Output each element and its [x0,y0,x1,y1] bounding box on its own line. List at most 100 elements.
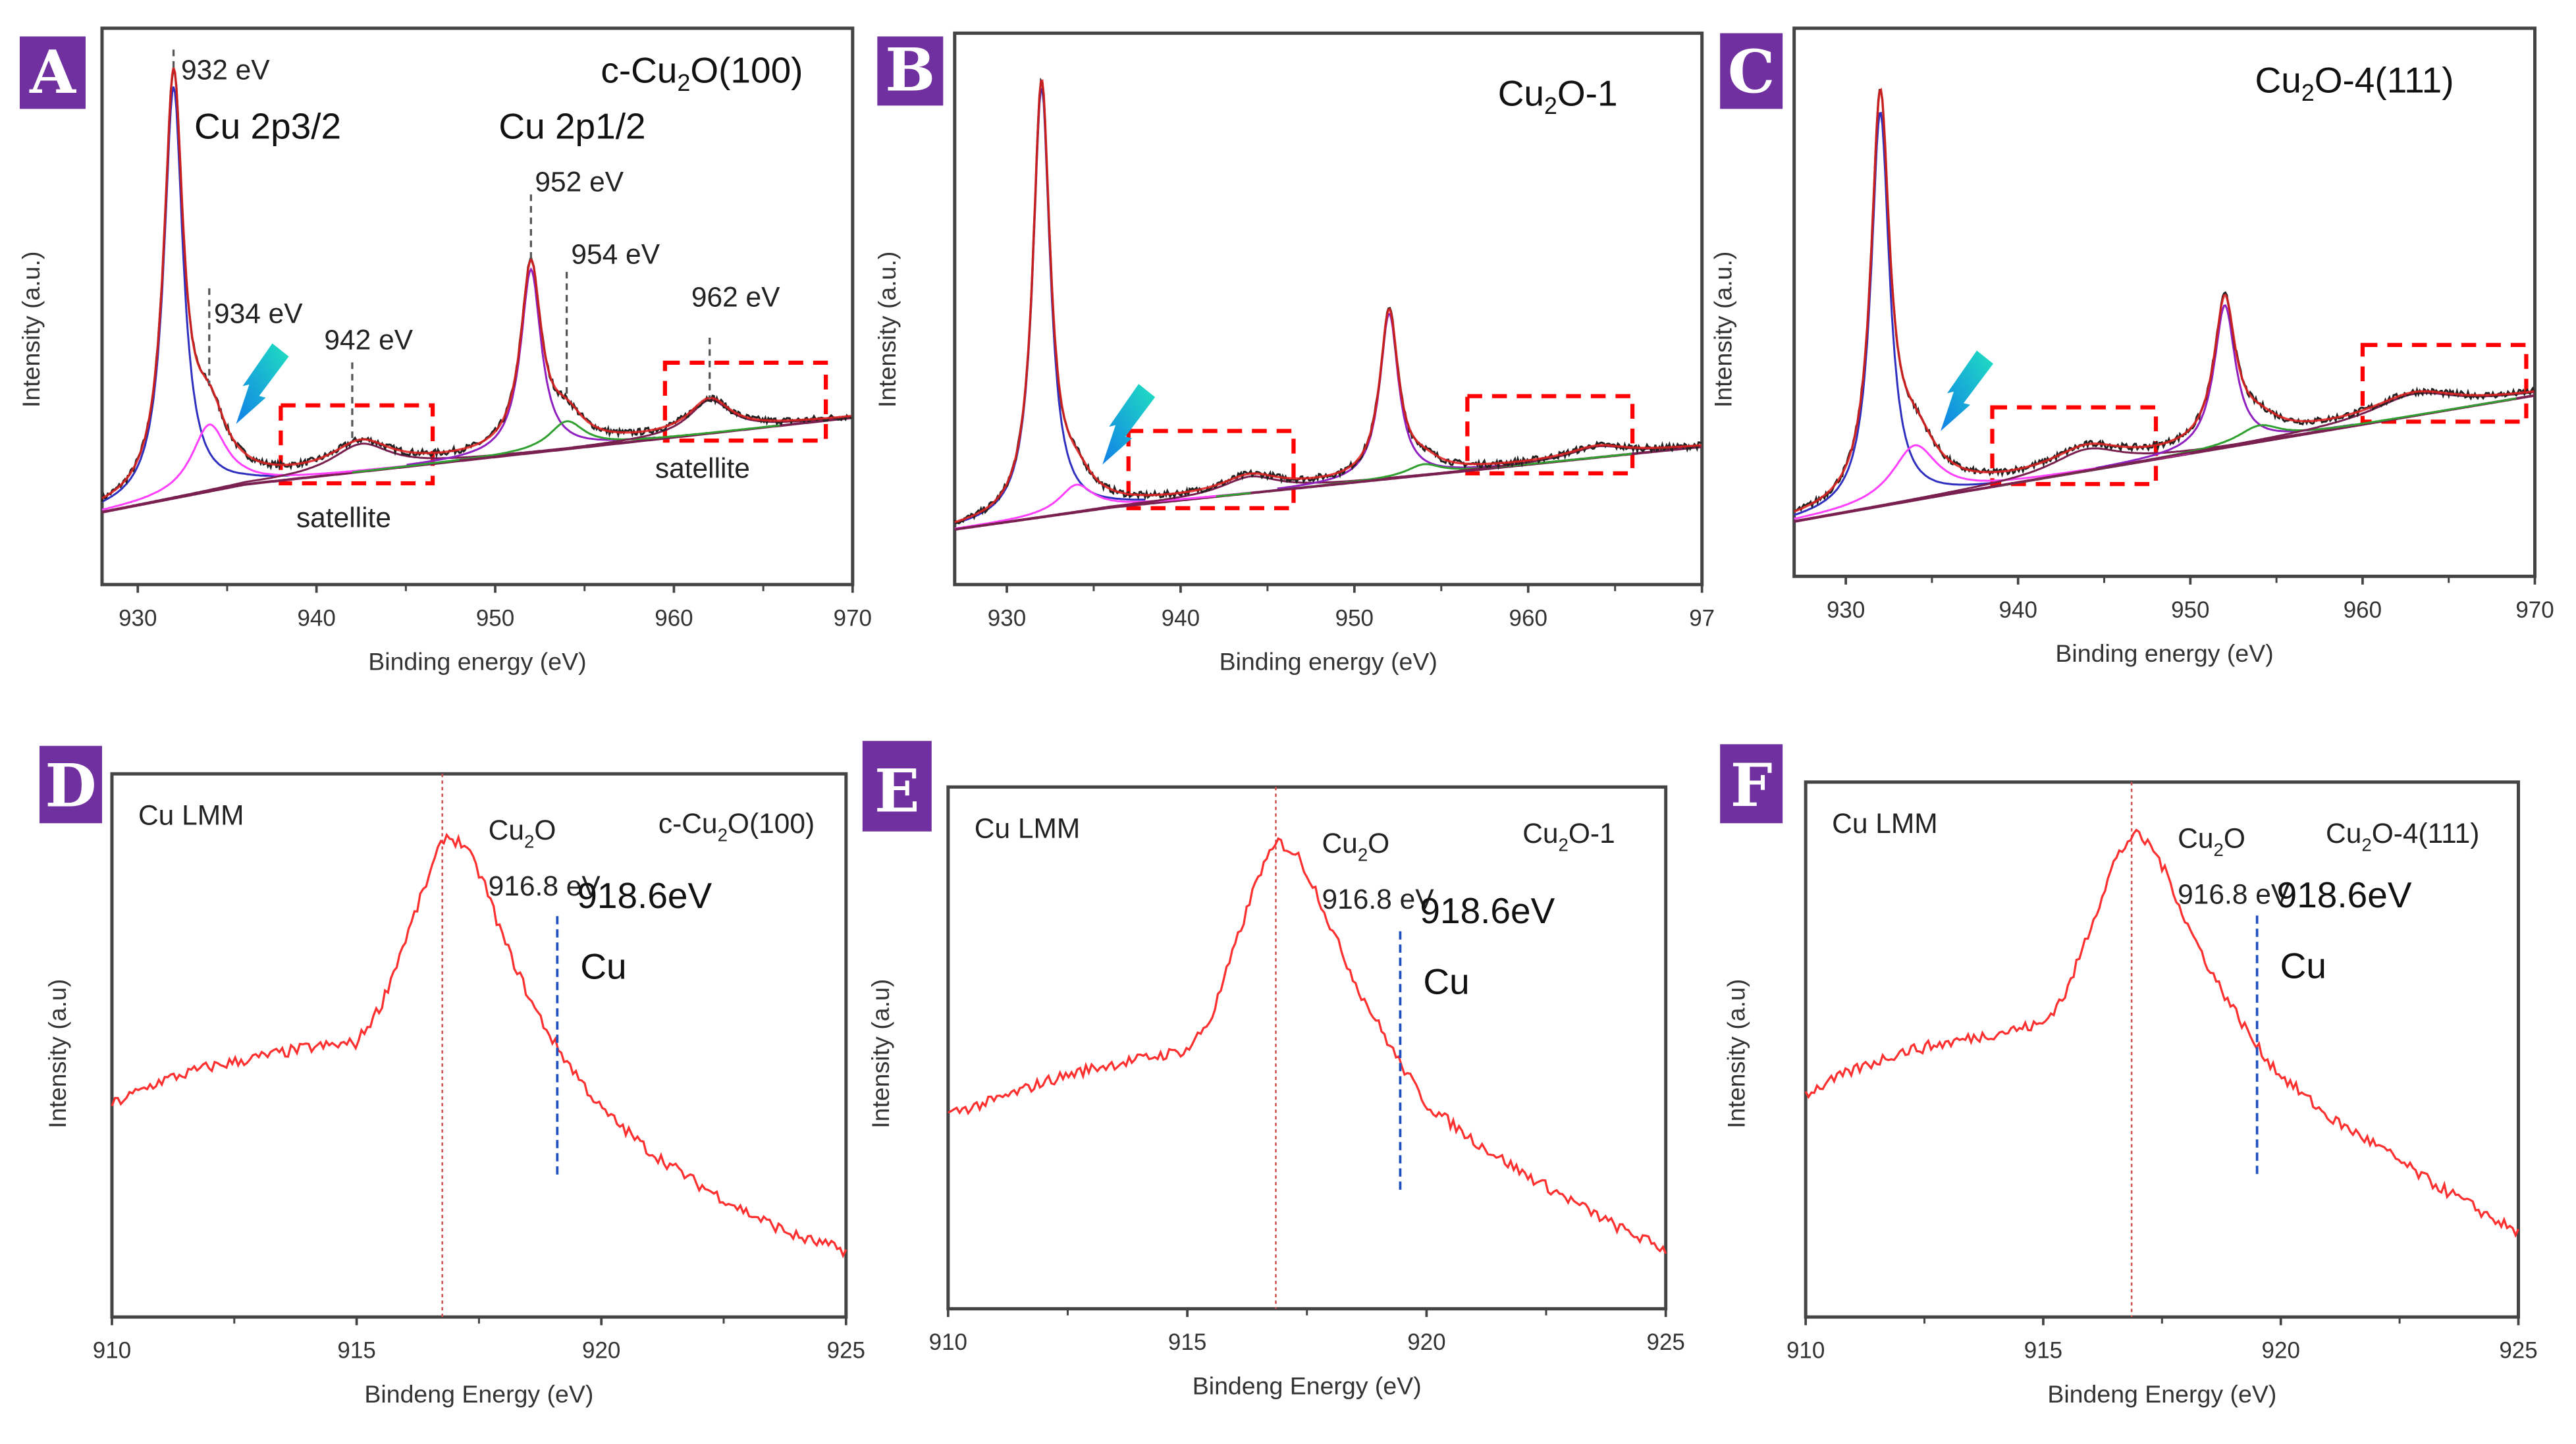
cu2o-label-part: O [2224,824,2245,855]
y-axis-label: Intensity (a.u.) [873,252,901,408]
cu2o-label-part: Cu [2178,824,2213,855]
x-tick-label: 940 [1162,605,1200,631]
sample-title-part: O-4(111) [2315,59,2454,100]
x-tick-label: 925 [827,1338,865,1364]
annotation-p32: Cu 2p3/2 [194,105,341,146]
panel-letter: E [874,757,920,826]
panel-c: C 930 940 950 960 970 Binding energy (eV) Inten… [1709,26,2554,667]
sample-title-subscript: 2 [677,70,690,96]
x-axis-label: Binding energy (eV) [2055,639,2273,667]
fit-envelope-line [954,79,1702,523]
sample-title: c-Cu2O(100) [658,809,815,845]
x-tick-label: 960 [2344,597,2382,623]
satellite-highlight-box [279,403,435,486]
cu2o-label-part: Cu [489,815,524,846]
cu2o-label-part: Cu [1322,828,1358,859]
x-tick-label: 97 [1689,605,1715,631]
fit-envelope-line [101,67,851,500]
component-peak-p12 [1277,313,1501,490]
plot-frame [1792,26,2537,578]
panel-letter-badge [1720,33,1783,109]
component-peak-satellite [101,431,719,513]
plot-frame [953,31,1704,587]
sample-title-part: Cu [2255,59,2301,100]
plot-frame [946,785,1668,1311]
component-peak-shoulder [101,423,423,511]
satellite-highlight-box [662,360,828,443]
auger-spectrum-line [1804,828,2519,1238]
x-tick-label: 915 [2024,1338,2062,1364]
x-tick-label: 950 [1335,605,1374,631]
annotation-sat2: satellite [655,453,750,484]
y-axis-label: Intensity (a.u.) [1709,252,1737,408]
panel-letter-badge [1720,744,1783,824]
cu-label: Cu [580,946,626,986]
cu-energy-label: 918.6eV [1420,890,1555,931]
x-tick-label: 950 [2171,597,2209,623]
x-tick-label: 970 [2515,597,2554,623]
x-tick-label: 920 [1407,1329,1445,1355]
x-tick-label: 925 [1646,1329,1684,1355]
panel-letter: B [885,36,935,105]
arrow-icon [1102,384,1156,465]
sample-title-part: Cu [2326,818,2361,849]
annotation-a932: 932 eV [181,55,270,86]
annotation-sat1: satellite [296,502,391,533]
panel-letter-badge [19,36,86,109]
sample-title-subscript: 2 [1559,835,1569,855]
x-tick-label: 910 [929,1329,967,1355]
sample-title-part: O-1 [1557,72,1618,113]
panel-letter: D [45,751,96,820]
sample-title-subscript: 2 [2361,835,2371,855]
x-tick-label: 960 [1509,605,1547,631]
annotation-a954: 954 eV [571,239,660,270]
panel-a: A 930 940 950 960 970 Binding energy (eV) Inten… [17,26,872,676]
cu2o-label: Cu2O [2178,824,2245,860]
component-peak-main [1794,111,1992,516]
sample-title: c-Cu2O(100) [601,49,803,95]
cu2o-label-subscript: 2 [1358,845,1368,865]
cu2o-label-part: O [1368,828,1389,859]
annotation-a952: 952 eV [535,167,624,198]
cu2o-label-subscript: 2 [2213,840,2223,860]
component-peak-satellite [1897,391,2535,504]
panel-d: D 910 915 920 925 Bindeng Energy (eV) Intensit… [39,745,865,1408]
sample-title: Cu2O-4(111) [2326,818,2479,855]
panel-b: B 930 940 950 960 97 Binding energy (eV) Intens… [873,31,1715,676]
x-axis-label: Binding energy (eV) [368,648,586,676]
x-tick-label: 970 [834,605,872,631]
x-axis-label: Bindeng Energy (eV) [364,1380,593,1408]
annotation-a934: 934 eV [214,298,303,329]
background-line [954,445,1702,531]
cu-label: Cu [1423,961,1469,1002]
sample-title-part: O-4(111) [2372,818,2480,849]
x-tick-label: 930 [988,605,1026,631]
satellite-highlight-box [1465,394,1635,476]
peak-energy-label: 916.8 eV [2178,880,2290,911]
y-axis-label: Intensity (a.u.) [17,252,45,408]
fit-envelope-line [1794,87,2535,513]
y-axis-label: Intensity (a.u) [867,979,894,1129]
sample-title-subscript: 2 [1544,93,1557,119]
sample-title-subscript: 2 [2301,80,2315,106]
panel-letter: C [1728,38,1775,107]
sample-title-part: O(100) [690,49,803,90]
panel-f: F 910 915 920 925 Bindeng Energy (eV) Intensit… [1720,744,2538,1408]
annotation-a962: 962 eV [691,282,780,313]
auger-spectrum-line [111,832,847,1259]
cu-lmm-label: Cu LMM [975,814,1081,845]
plot-frame [110,772,848,1319]
y-axis-label: Intensity (a.u) [43,979,71,1129]
cu-energy-label: 918.6eV [2277,874,2412,915]
sample-title: Cu2O-4(111) [2255,59,2454,105]
component-peak-main [101,86,290,503]
sample-title-part: c-Cu [601,49,677,90]
cu2o-label-subscript: 2 [524,832,534,852]
plot-frame [100,26,855,587]
panel-letter: F [1731,751,1773,820]
cu2o-label: Cu2O [489,815,556,851]
cu-energy-label: 918.6eV [577,875,712,916]
x-tick-label: 930 [119,605,157,631]
peak-energy-label: 916.8 eV [1322,884,1435,915]
